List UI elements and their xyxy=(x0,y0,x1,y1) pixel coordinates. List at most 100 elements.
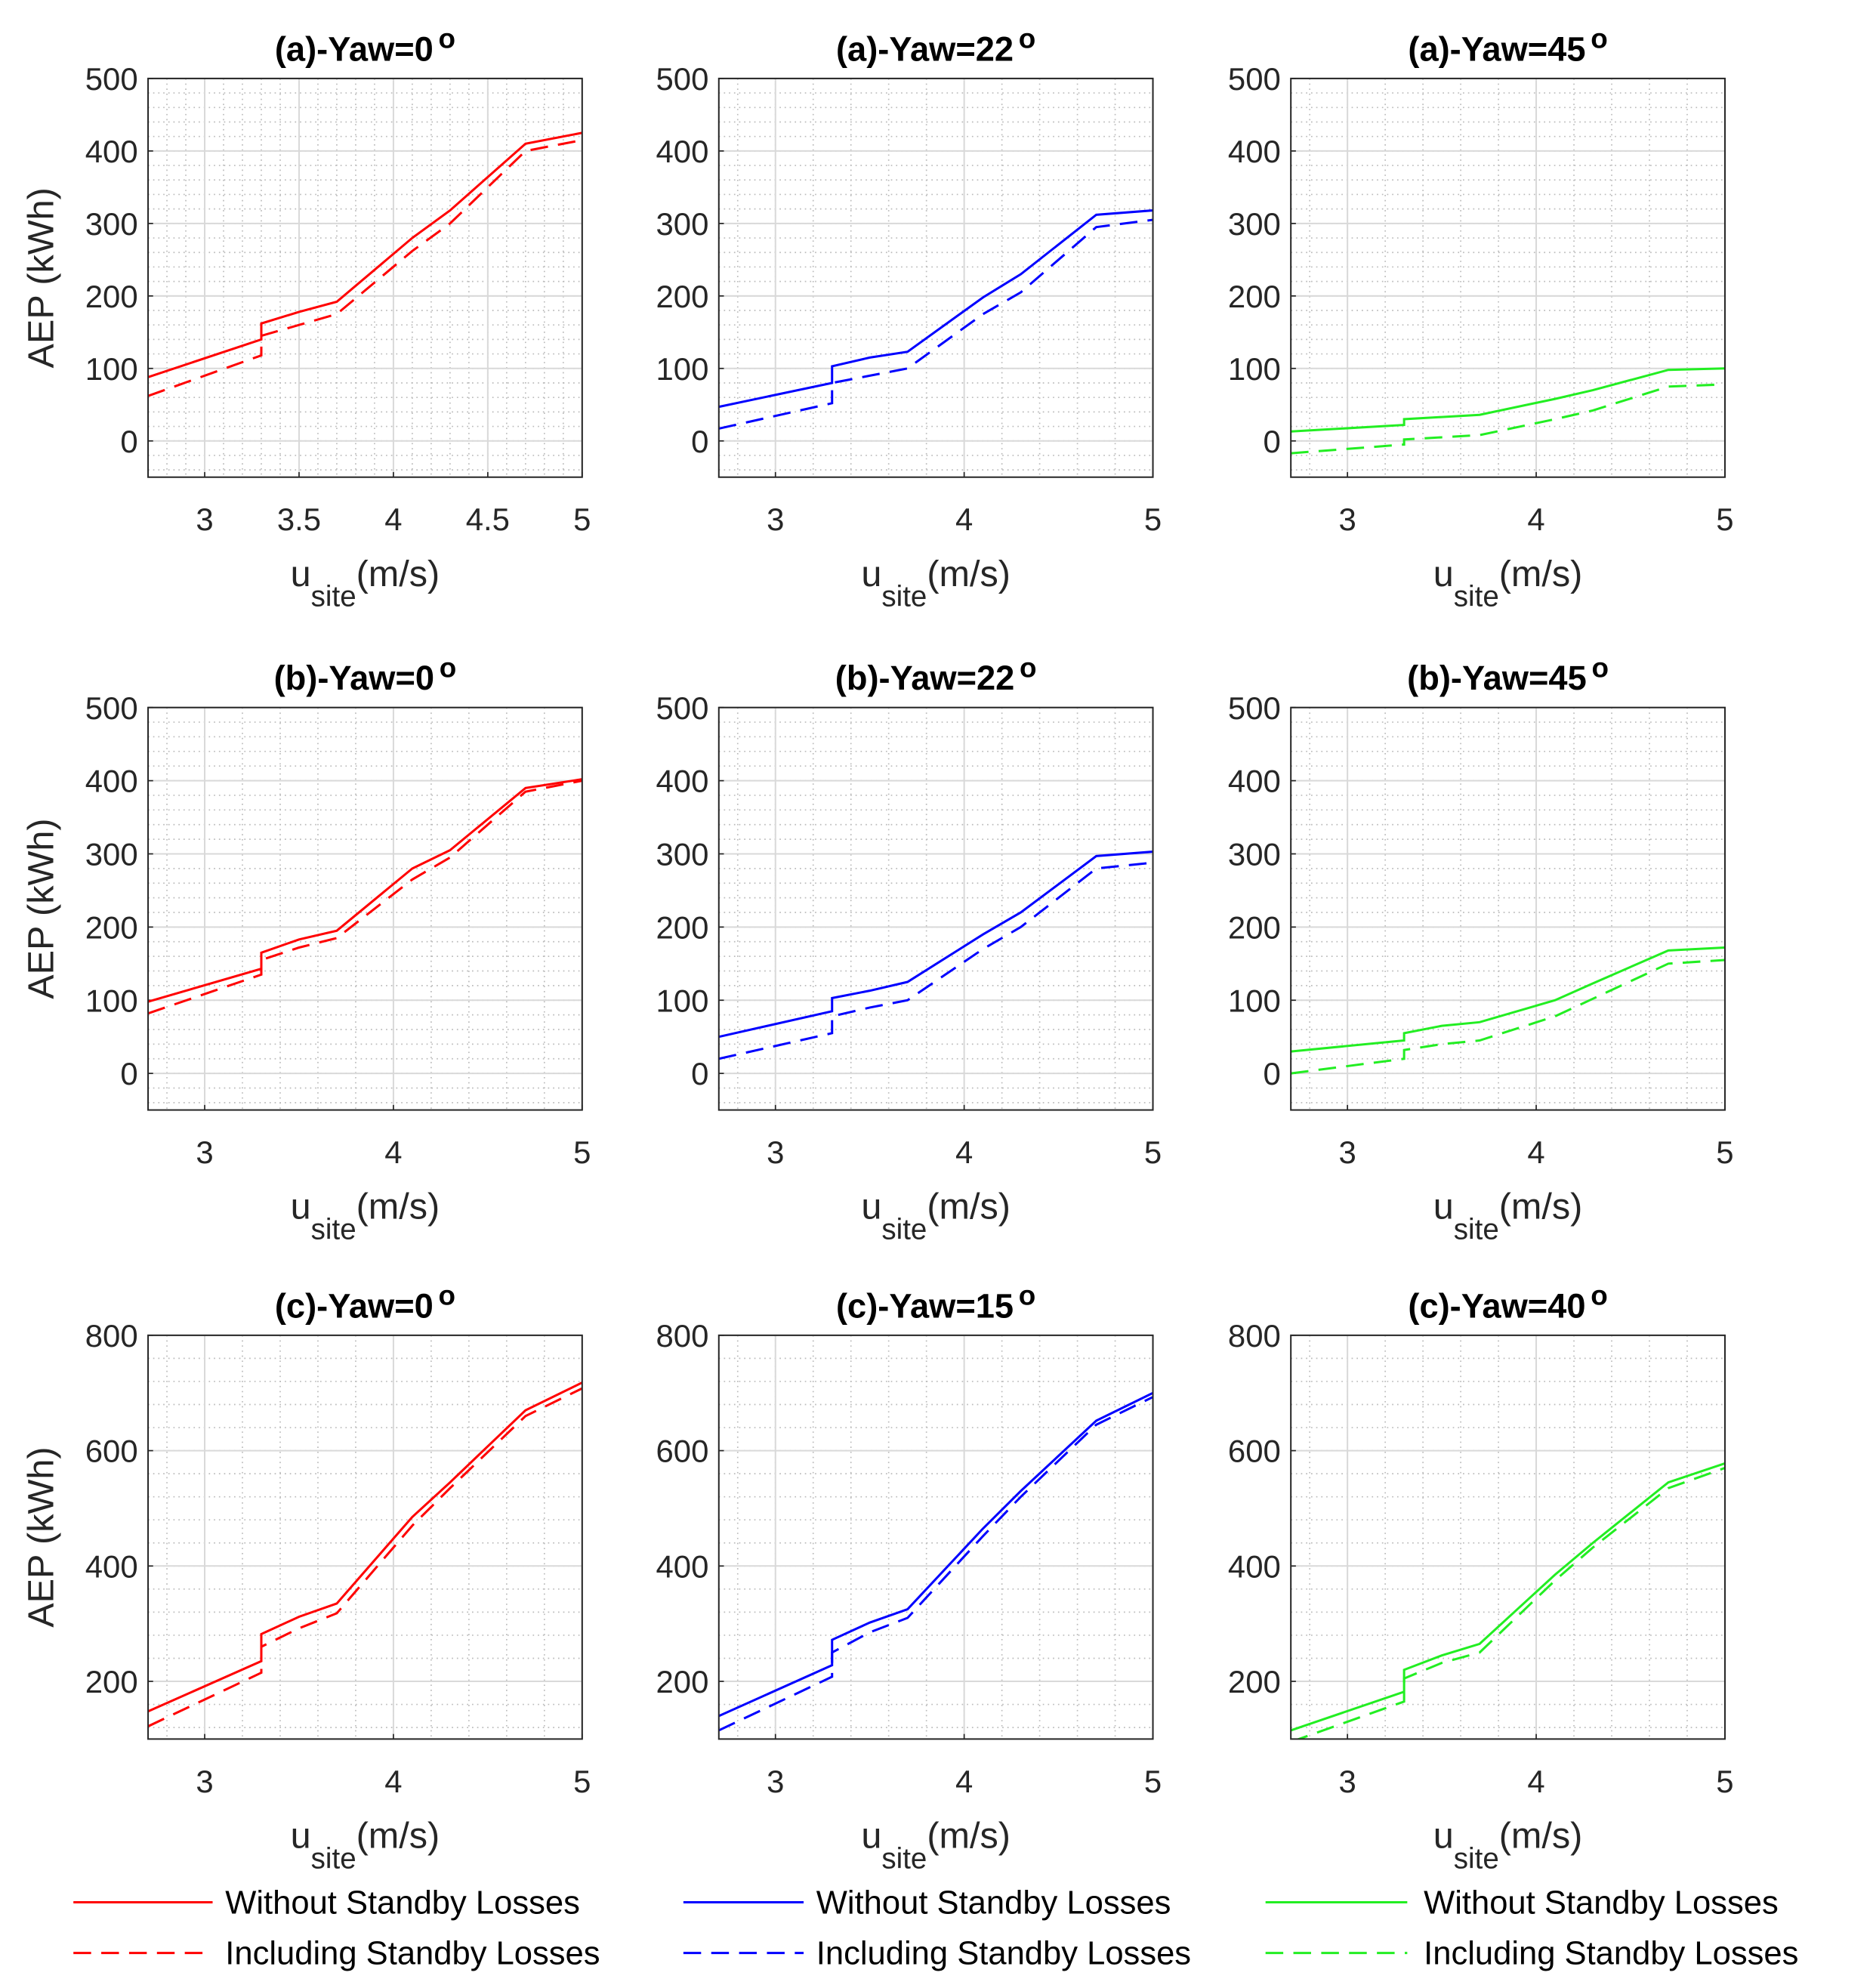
y-tick-label: 0 xyxy=(691,1056,708,1091)
y-tick-label: 0 xyxy=(1263,1056,1280,1091)
axes-box xyxy=(717,77,1154,478)
title-text: (b)-Yaw=0 xyxy=(274,659,434,697)
x-axis-label: usite(m/s) xyxy=(861,1815,1011,1875)
y-tick-label: 200 xyxy=(656,909,709,945)
axes-box xyxy=(147,77,583,478)
x-label-suffix: (m/s) xyxy=(927,554,1011,594)
x-tick-label: 4 xyxy=(1527,1764,1544,1799)
y-tick-label: 400 xyxy=(85,1548,138,1584)
title-text: (a)-Yaw=45 xyxy=(1408,29,1585,68)
x-label-suffix: (m/s) xyxy=(356,1815,440,1856)
x-label-main: u xyxy=(1433,554,1454,594)
title-text: (a)-Yaw=22 xyxy=(836,29,1014,68)
x-label-suffix: (m/s) xyxy=(1499,1815,1583,1856)
x-tick-label: 5 xyxy=(1716,1134,1733,1170)
chart-title: (a)-Yaw=45 o xyxy=(1408,23,1607,69)
y-axis-label: AEP (kWh) xyxy=(20,187,61,368)
x-tick-label: 4 xyxy=(384,1764,402,1799)
y-tick-label: 200 xyxy=(656,1664,709,1699)
chart-title: (b)-Yaw=0 o xyxy=(274,652,457,697)
legend-label: Including Standby Losses xyxy=(1424,1936,1798,1972)
x-label-main: u xyxy=(291,1815,311,1856)
x-tick-label: 4 xyxy=(955,1764,973,1799)
y-tick-label: 100 xyxy=(656,351,709,387)
title-superscript: o xyxy=(1019,23,1036,54)
x-label-main: u xyxy=(861,1815,881,1856)
series-line xyxy=(718,850,1153,1039)
y-tick-label: 300 xyxy=(1228,837,1281,872)
y-tick-label: 400 xyxy=(85,764,138,799)
x-label-subscript: site xyxy=(311,581,356,613)
y-tick-label: 200 xyxy=(1228,1664,1281,1699)
y-tick-label: 400 xyxy=(85,134,138,169)
axes-box xyxy=(717,1334,1154,1740)
y-tick-label: 500 xyxy=(85,61,138,97)
chart-title: (a)-Yaw=22 o xyxy=(836,23,1035,69)
y-tick-label: 600 xyxy=(1228,1434,1281,1469)
x-tick-label: 5 xyxy=(1716,502,1733,537)
x-axis-label: usite(m/s) xyxy=(291,554,440,613)
x-tick-label: 3 xyxy=(1339,1764,1356,1799)
legend-label: Without Standby Losses xyxy=(1424,1885,1779,1922)
subplot: 3 4 5 200 400 600 800 (c)-Yaw=0 o usite(m/s) AEP (… xyxy=(20,1280,591,1875)
title-superscript: o xyxy=(1591,652,1609,683)
x-tick-label: 3.5 xyxy=(277,502,321,537)
x-label-main: u xyxy=(291,554,311,594)
x-label-main: u xyxy=(1433,1815,1454,1856)
x-tick-label: 3 xyxy=(196,1134,213,1170)
x-label-suffix: (m/s) xyxy=(356,1187,440,1227)
y-tick-label: 200 xyxy=(85,909,138,945)
x-tick-label: 4 xyxy=(384,1134,402,1170)
x-label-subscript: site xyxy=(1454,1213,1499,1246)
x-label-suffix: (m/s) xyxy=(927,1187,1011,1227)
y-tick-label: 400 xyxy=(656,1548,709,1584)
series-line xyxy=(148,779,582,1015)
y-tick-label: 200 xyxy=(85,1664,138,1699)
series-line xyxy=(1291,367,1725,433)
y-tick-label: 100 xyxy=(656,983,709,1018)
x-label-subscript: site xyxy=(881,1213,927,1246)
title-text: (c)-Yaw=40 xyxy=(1408,1286,1585,1325)
x-label-main: u xyxy=(291,1187,311,1227)
y-tick-label: 500 xyxy=(656,690,709,726)
title-text: (c)-Yaw=15 xyxy=(836,1286,1014,1325)
subplot: 3 4 5 0 100 200 300 400 500 (b)-Yaw=45 o usite(m/s) xyxy=(1228,652,1734,1246)
x-tick-label: 5 xyxy=(1716,1764,1733,1799)
legend-label: Including Standby Losses xyxy=(816,1936,1191,1972)
x-tick-label: 3 xyxy=(1339,1134,1356,1170)
series-line xyxy=(1291,958,1725,1075)
y-tick-label: 600 xyxy=(656,1434,709,1469)
title-text: (b)-Yaw=22 xyxy=(835,659,1015,697)
title-superscript: o xyxy=(1019,1280,1036,1311)
plot-area xyxy=(718,707,1153,1110)
chart-title: (c)-Yaw=15 o xyxy=(836,1280,1035,1326)
x-tick-label: 4 xyxy=(955,502,973,537)
legend-label: Without Standby Losses xyxy=(816,1885,1171,1922)
title-superscript: o xyxy=(439,1280,456,1311)
y-tick-label: 200 xyxy=(1228,279,1281,314)
axes-box xyxy=(1290,1334,1726,1740)
title-text: (c)-Yaw=0 xyxy=(275,1286,434,1325)
y-tick-label: 200 xyxy=(656,279,709,314)
series-line xyxy=(718,218,1153,430)
x-label-subscript: site xyxy=(1454,581,1499,613)
x-tick-label: 3 xyxy=(196,502,213,537)
x-label-main: u xyxy=(861,1187,881,1227)
x-label-suffix: (m/s) xyxy=(927,1815,1011,1856)
x-axis-label: usite(m/s) xyxy=(861,554,1011,613)
y-tick-label: 800 xyxy=(656,1318,709,1354)
x-label-suffix: (m/s) xyxy=(1499,554,1583,594)
series-line xyxy=(148,778,582,1003)
chart-title: (c)-Yaw=40 o xyxy=(1408,1280,1607,1326)
x-tick-label: 3 xyxy=(1339,502,1356,537)
plot-area xyxy=(718,1335,1153,1740)
y-tick-label: 500 xyxy=(1228,61,1281,97)
x-label-main: u xyxy=(861,554,881,594)
y-axis-label: AEP (kWh) xyxy=(20,1446,61,1627)
y-tick-label: 600 xyxy=(85,1434,138,1469)
x-axis-label: usite(m/s) xyxy=(291,1187,440,1246)
title-superscript: o xyxy=(439,23,456,54)
x-tick-label: 5 xyxy=(1144,1764,1162,1799)
plot-area xyxy=(1291,78,1725,477)
y-tick-label: 100 xyxy=(1228,351,1281,387)
